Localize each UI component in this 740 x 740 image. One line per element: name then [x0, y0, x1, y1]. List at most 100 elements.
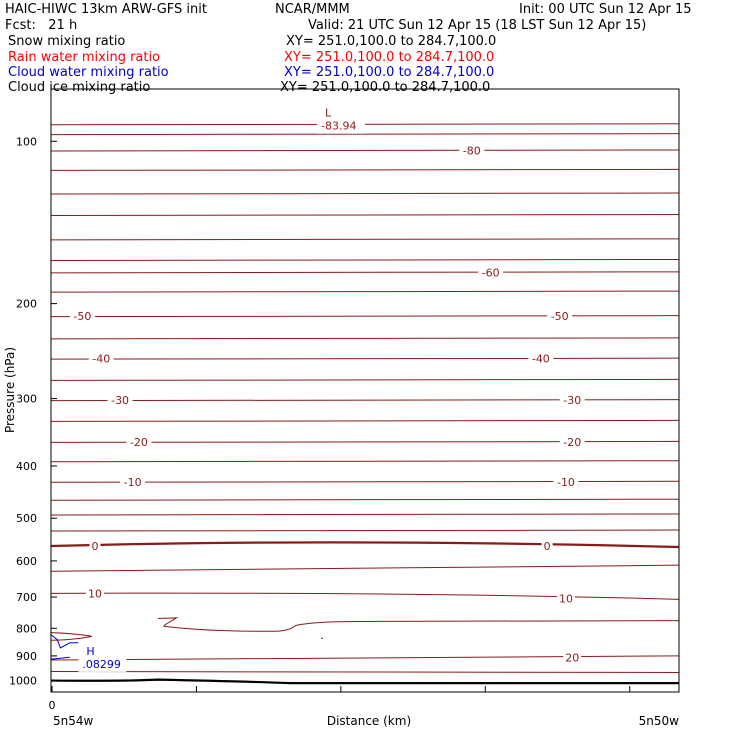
- contour-line: [50, 290, 680, 293]
- contour-label-bg: [89, 540, 101, 553]
- contour-line: [50, 564, 680, 572]
- forecast-hour: Fcst: 21 h: [5, 18, 78, 33]
- contour-line: [50, 357, 680, 360]
- contour-label-bg: [528, 352, 554, 365]
- contour-label: -20: [130, 436, 148, 449]
- y-tick-label: 700: [16, 591, 37, 604]
- contour-label-bg: [556, 592, 575, 605]
- field-name-cloud-ice: Cloud ice mixing ratio: [8, 80, 151, 95]
- extremum-symbol: L: [325, 107, 332, 120]
- plot-source: NCAR/MMM: [275, 2, 350, 17]
- field-name-rain: Rain water mixing ratio: [8, 50, 161, 65]
- contour-label: -20: [563, 436, 581, 449]
- y-tick-label: 600: [16, 555, 37, 568]
- contour-label: 10: [88, 587, 102, 600]
- contour-label: -50: [73, 310, 91, 323]
- field-name-snow: Snow mixing ratio: [8, 34, 126, 49]
- contour-line: [50, 670, 680, 673]
- contour-label-bg: [85, 587, 104, 600]
- contour-label-bg: [559, 435, 585, 448]
- contour-line: [50, 513, 680, 516]
- init-time: Init: 00 UTC Sun 12 Apr 15: [519, 2, 692, 17]
- contour-label: -40: [532, 353, 550, 366]
- contour-label: -40: [92, 353, 110, 366]
- field-name-cloud-water: Cloud water mixing ratio: [8, 65, 169, 80]
- field-xy-cloud-water: XY= 251.0,100.0 to 284.7,100.0: [284, 65, 495, 80]
- contour-line: [50, 315, 680, 318]
- contour-label: 0: [91, 540, 98, 553]
- y-axis-label: Pressure (hPa): [3, 347, 17, 433]
- y-tick-label: 300: [16, 393, 37, 406]
- contour-line: [50, 149, 680, 152]
- y-tick-label: 900: [16, 650, 37, 663]
- y-tick-label: 100: [16, 135, 37, 148]
- x-tick-label: 0: [49, 699, 56, 712]
- contour-line: [50, 271, 680, 274]
- y-tick-label: 200: [16, 298, 37, 311]
- extremum-symbol: H: [86, 645, 94, 658]
- contour-line: [50, 592, 680, 600]
- plot-frame: [50, 88, 680, 693]
- contour-line: [50, 460, 680, 463]
- contour-label-bg: [126, 435, 152, 448]
- contour-label-bg: [107, 394, 133, 407]
- field-xy-snow: XY= 251.0,100.0 to 284.7,100.0: [286, 34, 497, 49]
- contour-line: [50, 133, 680, 136]
- contour-label: 20: [565, 651, 579, 664]
- contour-label: -60: [482, 266, 500, 279]
- contour-label: -80: [463, 144, 481, 157]
- y-tick-label: 500: [16, 512, 37, 525]
- contour-label: -10: [557, 476, 575, 489]
- contour-line: [50, 168, 680, 171]
- plot-title: HAIC-HIWC 13km ARW-GFS init: [5, 2, 207, 17]
- contour-loop: [50, 632, 92, 641]
- contour-label-bg: [69, 310, 95, 323]
- contour-line: [50, 480, 680, 483]
- cloud-water-contour: [50, 656, 70, 660]
- contour-line: [50, 378, 680, 381]
- valid-time: Valid: 21 UTC Sun 12 Apr 15 (18 LST Sun …: [308, 18, 647, 33]
- contour-label: -30: [111, 394, 129, 407]
- contour-label-bg: [459, 144, 485, 157]
- contour-line: [50, 238, 680, 241]
- surface-line: [50, 678, 679, 685]
- contour-label-bg: [541, 540, 553, 553]
- contour-line: [50, 655, 680, 661]
- contour-line: [50, 498, 680, 501]
- contour-label-bg: [553, 475, 579, 488]
- extremum-bg: [78, 641, 127, 672]
- contour-line: [50, 419, 680, 422]
- contour-zero-line: [50, 541, 680, 549]
- extremum-value: -83.94: [321, 120, 356, 133]
- temperature-contours: [50, 123, 680, 685]
- contour-label: -50: [551, 310, 569, 323]
- x-end-label-right: 5n50w: [639, 714, 680, 728]
- contour-label-bg: [563, 651, 582, 664]
- contour-line: [50, 213, 680, 216]
- contour-dot: [321, 637, 324, 639]
- x-end-label-left: 5n54w: [53, 714, 94, 728]
- contour-label: 0: [544, 540, 551, 553]
- contour-line: [50, 192, 680, 195]
- contour-label: -10: [124, 476, 142, 489]
- contour-label-bg: [478, 266, 504, 279]
- contour-label: -30: [563, 394, 581, 407]
- extremum-value: .08299: [82, 658, 121, 671]
- chart-marks: 1002003004005006007008009001000-80-60-50…: [9, 103, 631, 692]
- contour-line: [50, 258, 680, 261]
- contour-line: [50, 337, 680, 340]
- y-tick-label: 400: [16, 460, 37, 473]
- y-tick-label: 800: [16, 622, 37, 635]
- contour-line: [157, 617, 680, 632]
- field-xy-rain: XY= 251.0,100.0 to 284.7,100.0: [284, 50, 495, 65]
- y-tick-label: 1000: [9, 675, 37, 688]
- contour-line: [50, 529, 680, 532]
- contour-label-bg: [88, 352, 114, 365]
- contour-label: 10: [559, 593, 573, 606]
- contour-label-bg: [559, 394, 585, 407]
- extremum-bg: [317, 103, 366, 134]
- contour-label-bg: [120, 475, 146, 488]
- x-axis-label: Distance (km): [327, 714, 411, 728]
- field-xy-cloud-ice: XY= 251.0,100.0 to 284.7,100.0: [280, 80, 491, 95]
